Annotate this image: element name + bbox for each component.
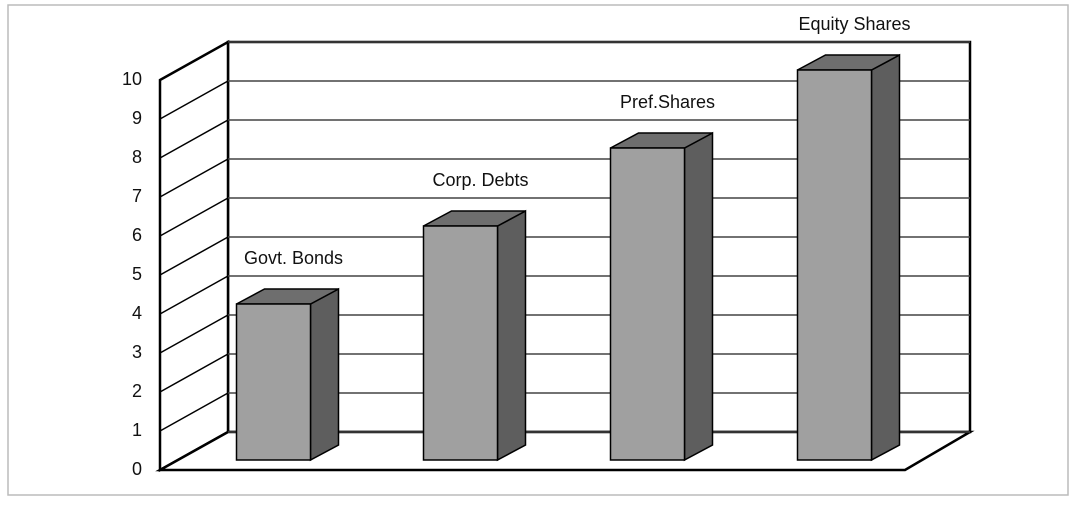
bar-side: [870, 53, 901, 462]
y-tick-label: 4: [132, 303, 142, 323]
grid-line: [159, 41, 229, 81]
y-tick-label: 0: [132, 459, 142, 479]
grid-line: [159, 197, 229, 237]
category-label: Govt. Bonds: [244, 248, 343, 268]
grid-line: [159, 80, 229, 120]
category-label: Pref.Shares: [620, 92, 715, 112]
grid-line: [159, 353, 229, 393]
y-tick-label: 10: [122, 69, 142, 89]
y-tick-label: 7: [132, 186, 142, 206]
grid-line: [159, 392, 229, 432]
grid-line: [159, 314, 229, 354]
category-label: Equity Shares: [798, 14, 910, 34]
y-tick-label: 6: [132, 225, 142, 245]
grid-line: [159, 431, 229, 471]
grid-line: [159, 119, 229, 159]
bar: [796, 69, 873, 461]
category-label: Corp. Debts: [432, 170, 528, 190]
bar-side: [309, 287, 340, 462]
grid-line: [159, 275, 229, 315]
bar: [609, 147, 686, 461]
bar-side: [496, 209, 527, 462]
grid-line: [159, 236, 229, 276]
y-tick-label: 2: [132, 381, 142, 401]
y-tick-label: 3: [132, 342, 142, 362]
bar-side: [683, 131, 714, 462]
y-tick-label: 9: [132, 108, 142, 128]
frame: [7, 4, 1069, 496]
bar: [422, 225, 499, 461]
y-tick-label: 8: [132, 147, 142, 167]
y-tick-label: 1: [132, 420, 142, 440]
y-tick-label: 5: [132, 264, 142, 284]
grid-line: [159, 158, 229, 198]
bar: [235, 303, 312, 461]
